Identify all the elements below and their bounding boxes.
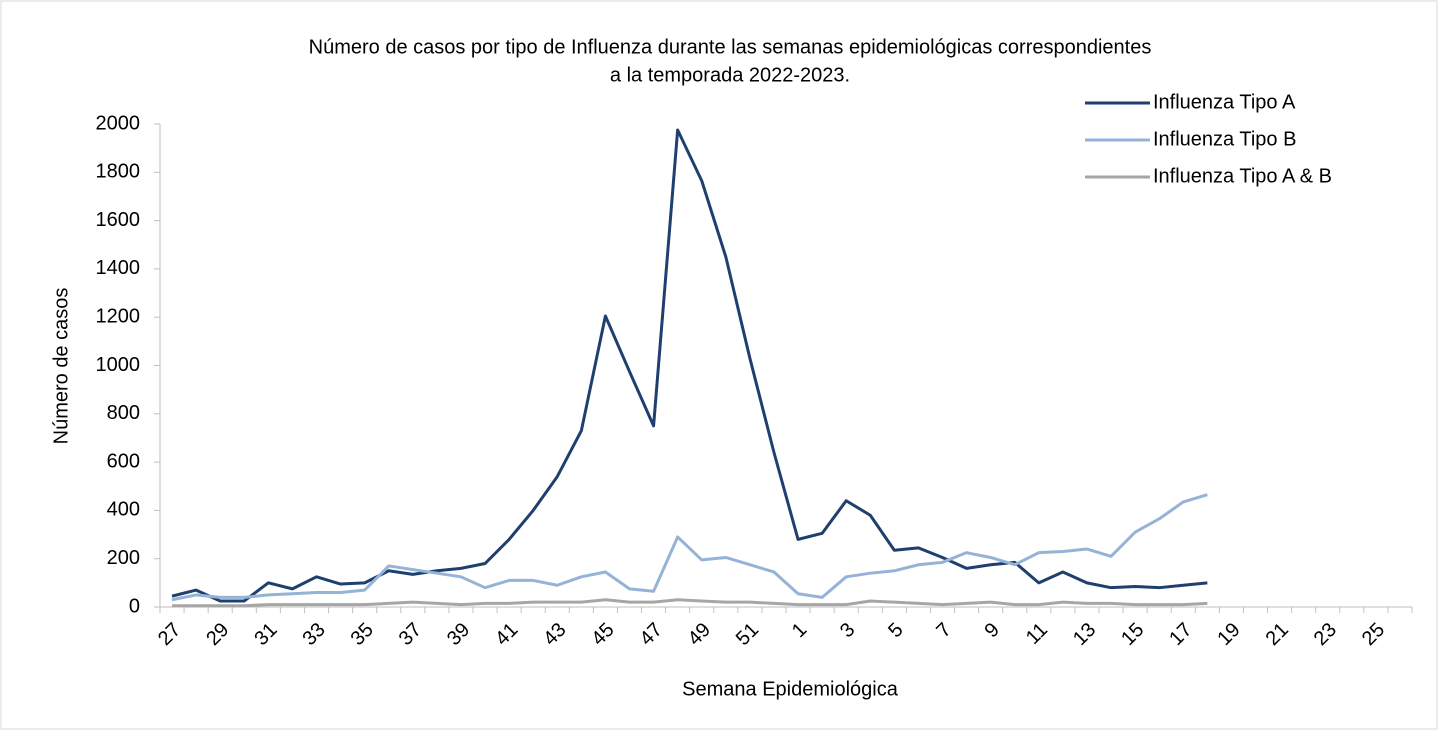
y-tick-label: 1600: [96, 209, 141, 231]
y-tick-label: 1000: [96, 354, 141, 376]
y-tick-label: 200: [107, 547, 140, 569]
y-tick-label: 1400: [96, 257, 141, 279]
y-tick-label: 2000: [96, 112, 141, 134]
y-tick-label: 1800: [96, 161, 141, 183]
y-axis-label: Número de casos: [50, 288, 72, 445]
series-line: [172, 598, 1208, 608]
chart-title: a la temporada 2022-2023.: [610, 64, 850, 86]
y-tick-label: 400: [107, 499, 140, 521]
y-tick-label: 600: [107, 450, 140, 472]
legend-label: Influenza Tipo A: [1153, 91, 1296, 113]
legend-label: Influenza Tipo A & B: [1153, 165, 1332, 187]
series-line: [171, 128, 1208, 603]
series-line: [171, 493, 1208, 602]
x-axis-label: Semana Epidemiológica: [682, 678, 899, 700]
y-tick-label: 800: [107, 402, 140, 424]
y-tick-label: 0: [129, 595, 140, 617]
y-tick-label: 1200: [96, 305, 141, 327]
legend-label: Influenza Tipo B: [1153, 128, 1296, 150]
chart-title: Número de casos por tipo de Influenza du…: [309, 36, 1152, 58]
